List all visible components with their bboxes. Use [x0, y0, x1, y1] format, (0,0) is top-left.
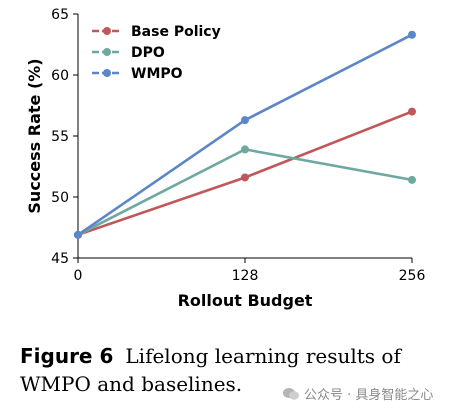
y-tick-label: 65	[51, 7, 69, 23]
data-point-wmpo	[241, 116, 249, 125]
legend-item-wmpo: WMPO	[92, 66, 183, 82]
data-point-base-policy	[408, 107, 416, 116]
legend-label-dpo: DPO	[131, 45, 165, 61]
series-layer	[74, 30, 416, 239]
x-ticks: 0 128 256	[74, 258, 426, 284]
series-line-dpo	[77, 148, 413, 236]
legend-item-dpo: DPO	[92, 45, 165, 61]
legend: Base Policy DPO WMPO	[92, 24, 221, 82]
y-tick-label: 60	[51, 68, 69, 84]
caption-text: Lifelong learning results of WMPO and ba…	[20, 344, 401, 396]
series-line-base-policy	[77, 110, 413, 237]
watermark-text: 公众号 · 具身智能之心	[304, 388, 434, 403]
line-chart: 45 50 55 60 65 0 128 256 Rollout Budget Succes…	[25, 7, 426, 310]
figure-label: Figure 6	[20, 344, 114, 368]
data-point-wmpo	[408, 30, 416, 39]
x-axis-label: Rollout Budget	[178, 291, 313, 310]
y-tick-label: 50	[51, 190, 69, 206]
legend-label-wmpo: WMPO	[131, 66, 183, 82]
x-tick-label: 128	[232, 268, 259, 284]
data-point-dpo	[408, 175, 416, 184]
watermark: 公众号 · 具身智能之心	[282, 384, 433, 403]
y-axis-label: Success Rate (%)	[25, 58, 44, 213]
y-ticks: 45 50 55 60 65	[51, 7, 78, 267]
data-point-wmpo	[74, 230, 82, 239]
legend-label-base-policy: Base Policy	[131, 24, 221, 40]
legend-marker-dpo	[103, 48, 111, 56]
legend-marker-base-policy	[103, 27, 111, 35]
x-tick-label: 0	[74, 268, 83, 284]
legend-marker-wmpo	[103, 69, 111, 77]
x-tick-label: 256	[399, 268, 426, 284]
y-tick-label: 55	[51, 129, 69, 145]
y-tick-label: 45	[51, 251, 69, 267]
data-point-base-policy	[241, 173, 249, 182]
series-line-wmpo	[77, 33, 413, 236]
data-point-dpo	[241, 145, 249, 154]
figure-caption: Figure 6 Lifelong learning results of WMP…	[20, 342, 440, 398]
legend-item-base-policy: Base Policy	[92, 24, 221, 40]
wechat-icon	[283, 388, 299, 400]
